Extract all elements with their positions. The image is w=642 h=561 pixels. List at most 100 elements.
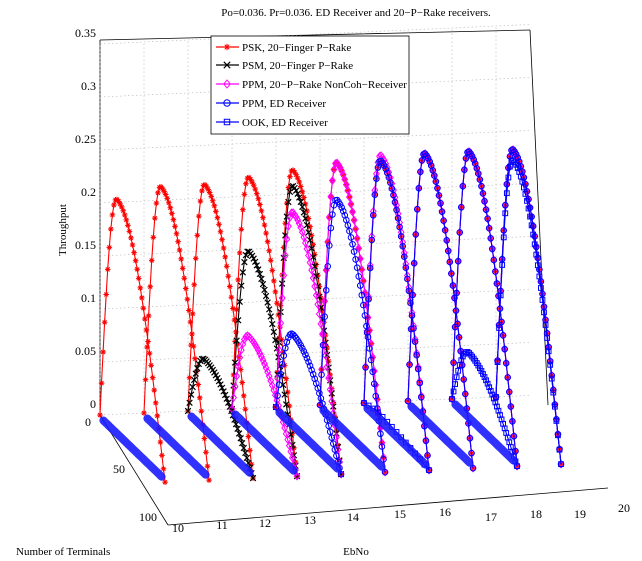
marker [147,283,153,290]
marker [521,179,529,189]
marker [352,256,359,263]
marker [440,216,448,226]
marker [128,235,134,241]
marker [218,384,226,392]
marker [216,221,222,228]
marker [479,188,487,198]
marker [365,295,372,303]
marker [349,240,356,248]
marker [261,359,268,369]
marker [350,248,358,255]
marker [506,153,514,160]
marker [284,221,292,231]
marker [328,176,336,186]
marker [259,355,267,365]
marker [286,331,294,339]
marker [220,245,227,251]
marker [283,375,289,382]
marker [250,255,257,262]
marker [189,383,196,391]
marker [541,309,547,316]
marker [381,467,389,477]
z-tick-0.25: 0.25 [75,132,96,146]
marker [514,153,522,163]
marker [241,258,248,266]
marker [184,296,191,303]
marker [353,233,361,243]
marker [413,351,420,359]
marker [195,381,201,388]
marker [141,410,147,416]
marker [404,397,412,405]
marker [426,158,433,165]
marker [186,374,193,381]
marker [300,348,308,355]
marker [391,198,399,206]
marker [485,223,493,233]
marker [481,197,488,205]
marker [206,477,212,483]
marker [417,168,424,176]
x-tick-16: 16 [439,505,451,519]
marker [299,203,306,211]
marker [301,194,307,201]
marker [310,241,316,248]
legend: PSK, 20−Finger P−Rake PSM, 20−Finger P−R… [210,35,410,135]
marker [104,266,111,273]
marker [355,273,363,280]
marker [233,337,240,344]
marker [525,205,532,212]
marker [314,299,322,309]
series-curve [495,159,562,465]
marker [455,367,462,374]
marker [369,211,377,219]
marker [457,203,465,211]
marker [507,163,513,170]
marker [377,157,385,165]
marker [172,223,178,230]
marker [179,265,186,272]
x-tick-20: 20 [618,501,630,515]
legend-entry: PPM, ED Receiver [216,98,326,110]
marker [324,345,330,351]
marker [297,183,304,190]
marker [277,308,284,316]
x-tick-12: 12 [259,516,271,530]
marker [240,444,247,452]
marker [315,309,323,319]
plot-area [97,145,565,485]
marker [292,187,300,194]
marker [381,468,389,476]
marker [148,257,155,264]
marker [156,184,163,191]
marker [243,180,249,187]
marker [465,148,473,155]
marker [433,183,441,193]
legend-label: PPM, 20−P−Rake NonCoh−Receiver [242,79,407,91]
marker [101,319,108,326]
marker [236,353,244,363]
marker [449,282,457,289]
marker [223,395,230,403]
marker [451,323,459,331]
x-tick-labels: 10 11 12 13 14 15 16 17 18 19 20 [172,501,630,535]
marker [325,422,332,430]
marker [435,192,443,199]
marker [252,186,259,192]
marker [217,228,224,235]
marker [550,389,557,396]
marker [435,190,443,200]
marker [509,146,517,153]
marker [455,334,463,341]
series-curve [319,162,386,473]
marker [347,199,355,209]
x-tick-18: 18 [530,507,542,521]
series-curve [451,150,518,467]
marker [187,391,195,398]
marker [103,291,109,298]
marker [353,264,361,271]
marker [275,345,283,355]
marker [512,149,520,159]
marker [282,401,290,408]
marker [513,461,521,471]
